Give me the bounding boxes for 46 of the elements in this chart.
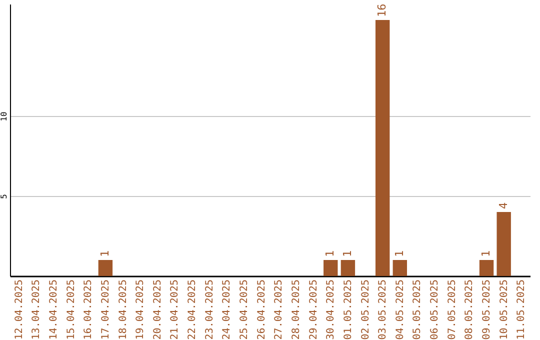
x-tick-label: 19.04.2025 bbox=[135, 280, 146, 340]
bar bbox=[340, 260, 356, 276]
x-tick-label: 29.04.2025 bbox=[308, 280, 320, 340]
x-tick-label: 25.04.2025 bbox=[239, 280, 250, 340]
data-label: 1 bbox=[98, 250, 112, 257]
x-tick-label: 07.05.2025 bbox=[446, 280, 458, 340]
bar bbox=[496, 212, 511, 276]
y-tick-label: 10 bbox=[0, 112, 8, 122]
x-tick-label: 20.04.2025 bbox=[152, 280, 164, 340]
data-label: 1 bbox=[480, 250, 493, 257]
x-tick-label: 02.05.2025 bbox=[360, 280, 372, 340]
x-tick-label: 24.04.2025 bbox=[222, 280, 233, 340]
x-tick-label: 27.04.2025 bbox=[274, 280, 285, 340]
data-label: 16 bbox=[376, 4, 389, 17]
x-tick-label: 15.04.2025 bbox=[66, 280, 77, 340]
x-tick-label: 13.04.2025 bbox=[31, 280, 42, 340]
data-label: 1 bbox=[340, 250, 354, 257]
bar bbox=[375, 20, 390, 276]
data-label: 1 bbox=[392, 250, 406, 257]
x-tick-label: 30.04.2025 bbox=[326, 280, 337, 340]
x-tick-label: 01.05.2025 bbox=[342, 280, 354, 340]
x-tick-label: 06.05.2025 bbox=[430, 280, 441, 340]
bar bbox=[324, 260, 338, 276]
x-tick-label: 03.05.2025 bbox=[378, 280, 389, 340]
bar bbox=[479, 260, 494, 276]
x-tick-label: 04.05.2025 bbox=[394, 280, 406, 340]
x-tick-label: 17.04.2025 bbox=[100, 280, 112, 340]
x-tick-label: 18.04.2025 bbox=[118, 280, 129, 340]
x-tick-label: 11.05.2025 bbox=[516, 280, 528, 340]
x-tick-label: 23.04.2025 bbox=[204, 280, 216, 340]
x-tick-label: 12.04.2025 bbox=[14, 280, 25, 340]
bar bbox=[392, 260, 408, 276]
x-tick-label: 10.05.2025 bbox=[498, 280, 510, 340]
data-label: 1 bbox=[324, 250, 337, 257]
x-tick-label: 09.05.2025 bbox=[482, 280, 493, 340]
data-label: 4 bbox=[496, 202, 510, 209]
bar bbox=[98, 260, 113, 276]
x-tick-label: 21.04.2025 bbox=[170, 280, 181, 340]
y-tick-label: 5 bbox=[0, 194, 8, 199]
x-tick-label: 28.04.2025 bbox=[290, 280, 302, 340]
x-tick-label: 14.04.2025 bbox=[48, 280, 60, 340]
x-tick-label: 16.04.2025 bbox=[83, 280, 94, 340]
x-tick-label: 26.04.2025 bbox=[256, 280, 268, 340]
x-tick-label: 08.05.2025 bbox=[464, 280, 476, 340]
x-tick-label: 22.04.2025 bbox=[187, 280, 198, 340]
x-tick-label: 05.05.2025 bbox=[412, 280, 424, 340]
